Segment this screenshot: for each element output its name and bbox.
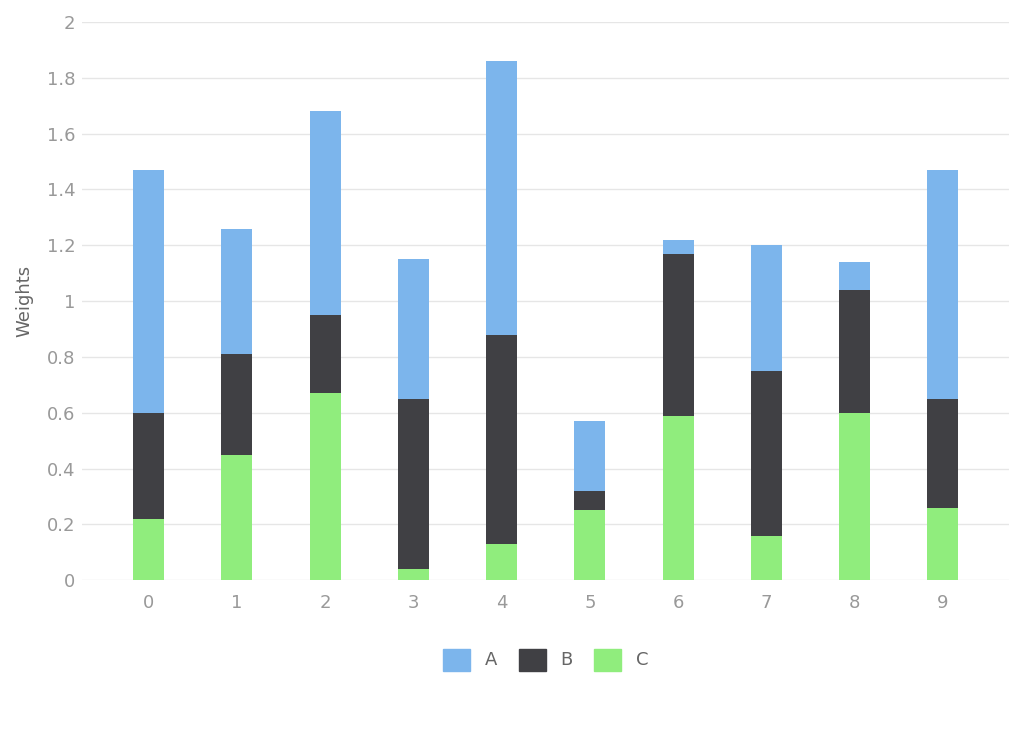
Bar: [398, 569, 429, 580]
Bar: [839, 290, 870, 413]
Bar: [398, 259, 429, 399]
Bar: [928, 508, 958, 580]
Bar: [221, 229, 252, 354]
Legend: A, B, C: A, B, C: [434, 639, 657, 679]
Bar: [309, 315, 341, 393]
Bar: [309, 111, 341, 315]
Bar: [486, 544, 517, 580]
Bar: [839, 262, 870, 290]
Bar: [398, 399, 429, 569]
Bar: [751, 536, 781, 580]
Bar: [751, 371, 781, 536]
Y-axis label: Weights: Weights: [15, 265, 33, 337]
Bar: [928, 399, 958, 508]
Bar: [133, 170, 164, 413]
Bar: [663, 254, 693, 416]
Bar: [133, 413, 164, 519]
Bar: [574, 511, 605, 580]
Bar: [133, 519, 164, 580]
Bar: [751, 245, 781, 371]
Bar: [839, 413, 870, 580]
Bar: [486, 61, 517, 334]
Bar: [574, 491, 605, 511]
Bar: [309, 393, 341, 580]
Bar: [486, 334, 517, 544]
Bar: [663, 416, 693, 580]
Bar: [574, 421, 605, 491]
Bar: [928, 170, 958, 399]
Bar: [663, 240, 693, 254]
Bar: [221, 454, 252, 580]
Bar: [221, 354, 252, 454]
